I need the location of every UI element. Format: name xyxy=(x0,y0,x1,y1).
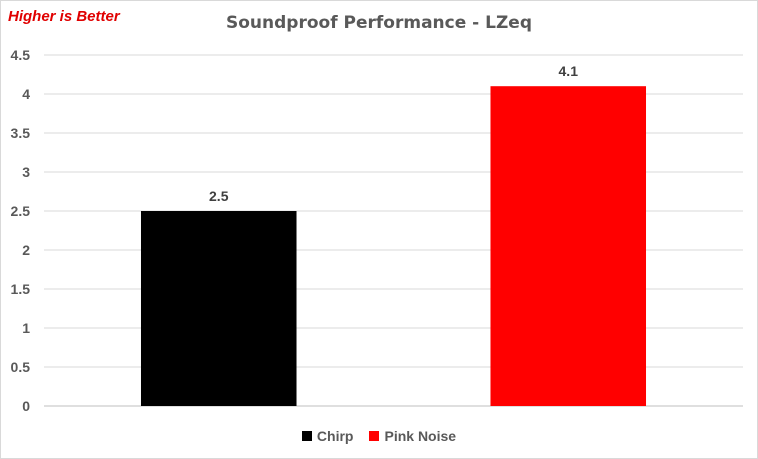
y-tick-label: 1 xyxy=(22,320,30,336)
chart-title: Soundproof Performance - LZeq xyxy=(226,13,532,33)
y-tick-label: 0 xyxy=(22,398,30,414)
chart-legend: Chirp Pink Noise xyxy=(0,428,758,444)
y-tick-label: 0.5 xyxy=(11,359,31,375)
y-tick-label: 1.5 xyxy=(11,281,31,297)
legend-swatch-pink-noise xyxy=(369,431,380,441)
data-label-pink-noise: 4.1 xyxy=(559,63,579,79)
legend-swatch-chirp xyxy=(301,431,312,441)
y-tick-label: 2.5 xyxy=(11,203,31,219)
y-tick-label: 2 xyxy=(22,242,30,258)
y-tick-label: 3 xyxy=(22,164,30,180)
y-tick-label: 4 xyxy=(22,86,30,102)
data-label-chirp: 2.5 xyxy=(209,188,229,204)
y-tick-label: 4.5 xyxy=(11,47,31,63)
legend-item-pink-noise: Pink Noise xyxy=(369,428,456,444)
higher-is-better-note: Higher is Better xyxy=(8,8,120,25)
legend-item-chirp: Chirp xyxy=(301,428,354,444)
y-tick-label: 3.5 xyxy=(11,125,31,141)
bar-chirp xyxy=(140,211,297,406)
legend-label-chirp: Chirp xyxy=(316,428,354,444)
bar-pink-noise xyxy=(490,86,647,406)
legend-label-pink-noise: Pink Noise xyxy=(384,428,457,444)
